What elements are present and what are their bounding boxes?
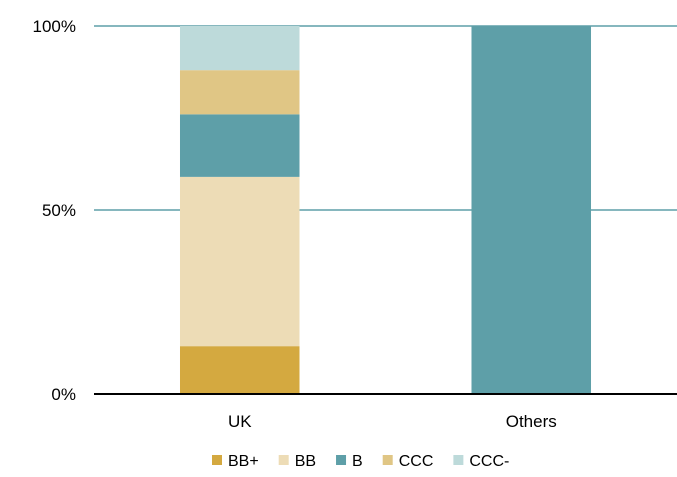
bar-segment-uk-cccminus	[179, 26, 300, 71]
y-tick-label: 100%	[33, 17, 76, 36]
legend-swatch-1	[278, 455, 289, 465]
bar-segment-uk-bbplus	[179, 346, 300, 394]
bar-segment-uk-ccc	[179, 70, 300, 115]
bar-segment-uk-bb	[179, 176, 300, 347]
legend-swatch-2	[336, 455, 347, 465]
x-axis-ticks: UK Others	[228, 412, 557, 431]
legend-swatch-0	[212, 455, 222, 465]
bars	[179, 26, 592, 394]
x-tick-label: Others	[506, 412, 557, 431]
legend-label: B	[352, 453, 363, 470]
y-axis-ticks: 0% 50% 100%	[33, 17, 76, 404]
x-tick-label: UK	[228, 412, 252, 431]
legend-swatch-3	[382, 455, 393, 465]
bar-segment-others-b	[471, 26, 592, 394]
legend-label: BB	[295, 453, 316, 470]
bar-segment-uk-b	[179, 114, 300, 177]
legend-label: CCC	[399, 453, 434, 470]
legend-swatch-4	[453, 455, 464, 465]
legend-label: CCC-	[469, 453, 509, 470]
y-tick-label: 0%	[51, 385, 76, 404]
legend: BB+ BB B CCC CCC-	[212, 453, 509, 470]
legend-label: BB+	[228, 453, 259, 470]
y-tick-label: 50%	[42, 201, 76, 220]
